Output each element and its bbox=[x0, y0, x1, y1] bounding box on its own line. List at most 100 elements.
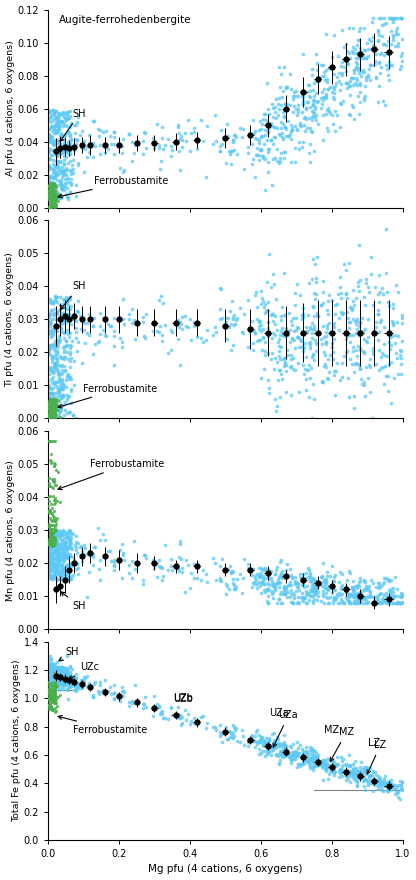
Point bbox=[49, 531, 56, 545]
Point bbox=[385, 596, 391, 610]
Point bbox=[57, 545, 63, 559]
Point bbox=[54, 142, 60, 156]
Point bbox=[326, 288, 332, 302]
Point bbox=[67, 137, 74, 151]
Point bbox=[55, 560, 62, 574]
Point bbox=[265, 578, 272, 592]
Point bbox=[245, 340, 251, 354]
Point bbox=[100, 324, 106, 338]
Point bbox=[47, 683, 54, 697]
Point bbox=[314, 750, 320, 764]
Point bbox=[321, 755, 328, 769]
Point bbox=[47, 406, 54, 420]
Point bbox=[47, 688, 53, 702]
Point bbox=[310, 93, 317, 107]
Point bbox=[292, 84, 299, 98]
Point bbox=[340, 758, 347, 772]
Point bbox=[48, 684, 55, 698]
Point bbox=[255, 122, 262, 136]
Point bbox=[45, 664, 52, 678]
Point bbox=[62, 394, 69, 408]
Point bbox=[382, 266, 389, 280]
Point bbox=[94, 521, 101, 535]
Point bbox=[274, 143, 280, 157]
Point bbox=[67, 531, 74, 545]
Point bbox=[277, 146, 284, 160]
Point bbox=[68, 536, 74, 550]
Point bbox=[49, 377, 55, 391]
Point bbox=[314, 585, 321, 599]
Point bbox=[339, 759, 346, 773]
Point bbox=[322, 582, 328, 596]
Point bbox=[365, 312, 372, 326]
Point bbox=[387, 573, 394, 587]
Point bbox=[59, 526, 66, 540]
Point bbox=[54, 573, 61, 587]
Point bbox=[327, 764, 334, 778]
Point bbox=[47, 664, 54, 678]
Point bbox=[366, 352, 373, 366]
Point bbox=[100, 683, 106, 697]
Point bbox=[47, 434, 54, 448]
Point bbox=[45, 143, 52, 158]
Point bbox=[339, 306, 345, 320]
Point bbox=[52, 671, 59, 686]
Point bbox=[294, 99, 301, 113]
Point bbox=[55, 675, 62, 689]
Point bbox=[49, 351, 55, 365]
Point bbox=[389, 779, 396, 793]
Point bbox=[156, 319, 163, 334]
Point bbox=[54, 319, 61, 333]
Point bbox=[50, 401, 56, 415]
Point bbox=[303, 596, 310, 610]
Point bbox=[64, 665, 71, 679]
Point bbox=[47, 110, 54, 124]
Point bbox=[376, 596, 383, 610]
Point bbox=[48, 330, 54, 344]
Point bbox=[176, 131, 183, 145]
Point bbox=[256, 728, 262, 742]
Point bbox=[50, 402, 57, 416]
Point bbox=[295, 746, 302, 760]
Point bbox=[55, 665, 62, 679]
Point bbox=[320, 133, 327, 147]
Point bbox=[67, 547, 74, 561]
Point bbox=[319, 93, 326, 107]
Point bbox=[280, 327, 287, 341]
Point bbox=[277, 566, 284, 580]
Point bbox=[384, 285, 391, 299]
Point bbox=[50, 327, 57, 341]
Point bbox=[324, 82, 331, 96]
Point bbox=[380, 774, 387, 788]
Point bbox=[48, 570, 54, 584]
Point bbox=[47, 669, 54, 683]
Point bbox=[47, 129, 54, 143]
Point bbox=[238, 325, 245, 339]
Point bbox=[267, 564, 274, 578]
Point bbox=[300, 574, 307, 588]
Point bbox=[368, 769, 375, 783]
Point bbox=[258, 561, 265, 576]
Point bbox=[350, 583, 357, 597]
Point bbox=[64, 550, 71, 564]
Point bbox=[352, 593, 359, 607]
Point bbox=[295, 102, 302, 116]
Point bbox=[45, 681, 52, 695]
Point bbox=[385, 774, 392, 788]
Point bbox=[312, 292, 319, 306]
Point bbox=[48, 409, 55, 423]
Point bbox=[240, 122, 247, 136]
Point bbox=[318, 97, 325, 111]
Point bbox=[359, 583, 365, 598]
Point bbox=[191, 556, 197, 570]
Point bbox=[182, 703, 188, 717]
Point bbox=[55, 134, 62, 148]
Point bbox=[359, 63, 366, 77]
Point bbox=[339, 596, 346, 610]
Point bbox=[386, 585, 393, 599]
Point bbox=[51, 162, 57, 176]
Point bbox=[372, 592, 379, 606]
Point bbox=[57, 558, 64, 572]
Point bbox=[47, 531, 54, 545]
Point bbox=[355, 764, 362, 778]
